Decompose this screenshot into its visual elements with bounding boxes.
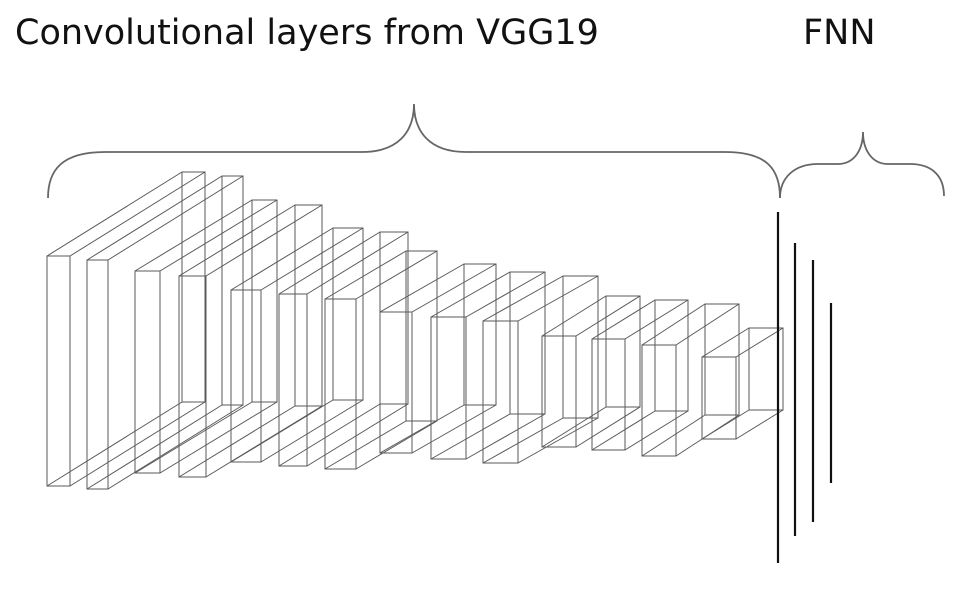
conv-layer-depth-edge bbox=[324, 420, 407, 470]
fnn-brace bbox=[779, 131, 945, 199]
conv-layer-front-face bbox=[86, 259, 109, 490]
conv-layer-depth-edge bbox=[701, 327, 750, 358]
conv-layer-depth-edge bbox=[591, 410, 656, 451]
conv-layer-depth-edge bbox=[230, 227, 334, 291]
conv-layer-back-face bbox=[332, 227, 364, 401]
conv-layer-back-face bbox=[748, 327, 784, 411]
conv-layer-back-face bbox=[704, 303, 740, 416]
conv-layer-depth-edge bbox=[69, 171, 206, 257]
conv-layer-depth-edge bbox=[324, 250, 407, 300]
conv-layer-back-face bbox=[654, 299, 689, 412]
conv-layer-back-face bbox=[605, 295, 641, 408]
conv-layer-depth-edge bbox=[624, 410, 689, 451]
conv-layer-depth-edge bbox=[430, 413, 511, 460]
conv-layer-depth-edge bbox=[306, 231, 409, 295]
conv-layer-front-face bbox=[178, 275, 207, 478]
conv-layer-back-face bbox=[294, 204, 323, 407]
conv-layer-front-face bbox=[430, 316, 467, 460]
conv-layers-brace bbox=[47, 103, 781, 199]
conv-layer-front-face bbox=[482, 320, 519, 464]
conv-layer-depth-edge bbox=[178, 405, 296, 478]
conv-layer-depth-edge bbox=[134, 199, 253, 272]
conv-layer-depth-edge bbox=[735, 409, 784, 440]
conv-layer-depth-edge bbox=[205, 204, 323, 277]
conv-layer-depth-edge bbox=[306, 403, 409, 467]
conv-layer-10 bbox=[482, 275, 599, 464]
conv-layer-depth-edge bbox=[541, 295, 607, 337]
conv-layer-depth-edge bbox=[482, 275, 564, 322]
conv-layer-depth-edge bbox=[69, 401, 206, 487]
conv-layer-depth-edge bbox=[107, 175, 244, 261]
conv-layer-depth-edge bbox=[230, 399, 334, 463]
conv-layer-front-face bbox=[591, 338, 626, 451]
conv-layer-back-face bbox=[562, 275, 599, 419]
conv-layer-depth-edge bbox=[178, 204, 296, 277]
conv-layer-2 bbox=[86, 175, 244, 490]
conv-layer-front-face bbox=[379, 311, 413, 454]
conv-layer-depth-edge bbox=[278, 231, 381, 295]
conv-layer-depth-edge bbox=[624, 299, 689, 340]
conv-layer-4 bbox=[178, 204, 323, 478]
conv-layer-back-face bbox=[509, 271, 546, 415]
conv-layer-front-face bbox=[541, 335, 577, 448]
conv-layer-11 bbox=[541, 295, 641, 448]
conv-layer-depth-edge bbox=[411, 404, 497, 454]
conv-layer-9 bbox=[430, 271, 546, 460]
conv-layer-14 bbox=[701, 327, 784, 440]
fnn-label: FNN bbox=[803, 13, 876, 53]
conv-layer-5 bbox=[230, 227, 364, 463]
conv-layer-depth-edge bbox=[575, 406, 641, 448]
conv-layer-depth-edge bbox=[379, 263, 465, 313]
conv-layer-depth-edge bbox=[541, 406, 607, 448]
conv-layer-12 bbox=[591, 299, 689, 451]
conv-layer-depth-edge bbox=[482, 417, 564, 464]
conv-layer-8 bbox=[379, 263, 497, 454]
conv-layer-back-face bbox=[181, 171, 206, 403]
conv-layer-front-face bbox=[230, 289, 262, 463]
conv-layer-depth-edge bbox=[278, 403, 381, 467]
conv-layer-depth-edge bbox=[159, 199, 278, 272]
conv-layer-depth-edge bbox=[517, 275, 599, 322]
conv-layer-back-face bbox=[251, 199, 278, 403]
conv-layer-depth-edge bbox=[355, 250, 438, 300]
conv-layer-depth-edge bbox=[641, 303, 706, 346]
conv-layer-depth-edge bbox=[355, 420, 438, 470]
conv-layer-7 bbox=[324, 250, 438, 470]
conv-layer-depth-edge bbox=[411, 263, 497, 313]
conv-layer-depth-edge bbox=[260, 399, 364, 463]
conv-layer-depth-edge bbox=[86, 175, 223, 261]
conv-layer-front-face bbox=[324, 298, 357, 470]
conv-layer-back-face bbox=[463, 263, 497, 406]
conv-layer-front-face bbox=[278, 293, 308, 467]
conv-layer-back-face bbox=[405, 250, 438, 422]
conv-layer-front-face bbox=[641, 344, 677, 457]
conv-layer-depth-edge bbox=[735, 327, 784, 358]
conv-layer-front-face bbox=[46, 255, 71, 487]
conv-layer-depth-edge bbox=[675, 303, 740, 346]
conv-layer-front-face bbox=[134, 270, 161, 474]
conv-layers-label: Convolutional layers from VGG19 bbox=[15, 13, 599, 53]
conv-layer-depth-edge bbox=[517, 417, 599, 464]
conv-layer-depth-edge bbox=[575, 295, 641, 337]
conv-layer-front-face bbox=[701, 356, 737, 440]
conv-layer-depth-edge bbox=[430, 271, 511, 318]
conv-layer-13 bbox=[641, 303, 740, 457]
conv-layer-depth-edge bbox=[86, 404, 223, 490]
conv-layer-depth-edge bbox=[260, 227, 364, 291]
conv-layer-depth-edge bbox=[591, 299, 656, 340]
conv-layer-depth-edge bbox=[701, 409, 750, 440]
conv-layer-depth-edge bbox=[641, 414, 706, 457]
conv-layer-depth-edge bbox=[107, 404, 244, 490]
conv-layer-depth-edge bbox=[465, 413, 546, 460]
conv-layer-depth-edge bbox=[134, 401, 253, 474]
conv-layer-depth-edge bbox=[465, 271, 546, 318]
conv-layer-depth-edge bbox=[379, 404, 465, 454]
conv-layer-depth-edge bbox=[46, 171, 183, 257]
